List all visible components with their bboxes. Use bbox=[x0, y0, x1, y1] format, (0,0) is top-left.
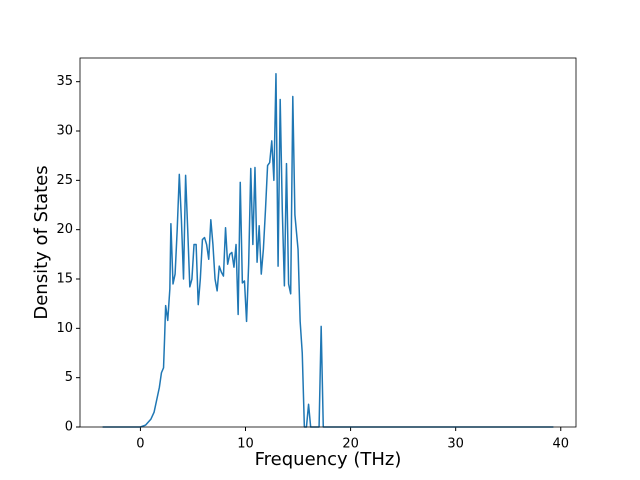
x-tick-label: 40 bbox=[552, 437, 569, 452]
x-tick-label: 30 bbox=[447, 437, 464, 452]
x-axis-label: Frequency (THz) bbox=[255, 449, 402, 470]
plot-frame bbox=[79, 57, 577, 428]
y-tick-label: 0 bbox=[65, 420, 73, 435]
x-tick-label: 10 bbox=[237, 437, 254, 452]
x-tick-label: 20 bbox=[342, 437, 359, 452]
data-line bbox=[102, 73, 554, 428]
y-tick-label: 20 bbox=[56, 222, 73, 237]
y-tick-label: 35 bbox=[56, 74, 73, 89]
x-tick-label: 0 bbox=[136, 437, 144, 452]
y-tick-label: 10 bbox=[56, 321, 73, 336]
y-axis-label: Density of States bbox=[31, 165, 52, 319]
y-tick-label: 25 bbox=[56, 173, 73, 188]
y-tick-label: 30 bbox=[56, 124, 73, 139]
y-tick-label: 5 bbox=[65, 370, 73, 385]
y-tick-label: 15 bbox=[56, 272, 73, 287]
